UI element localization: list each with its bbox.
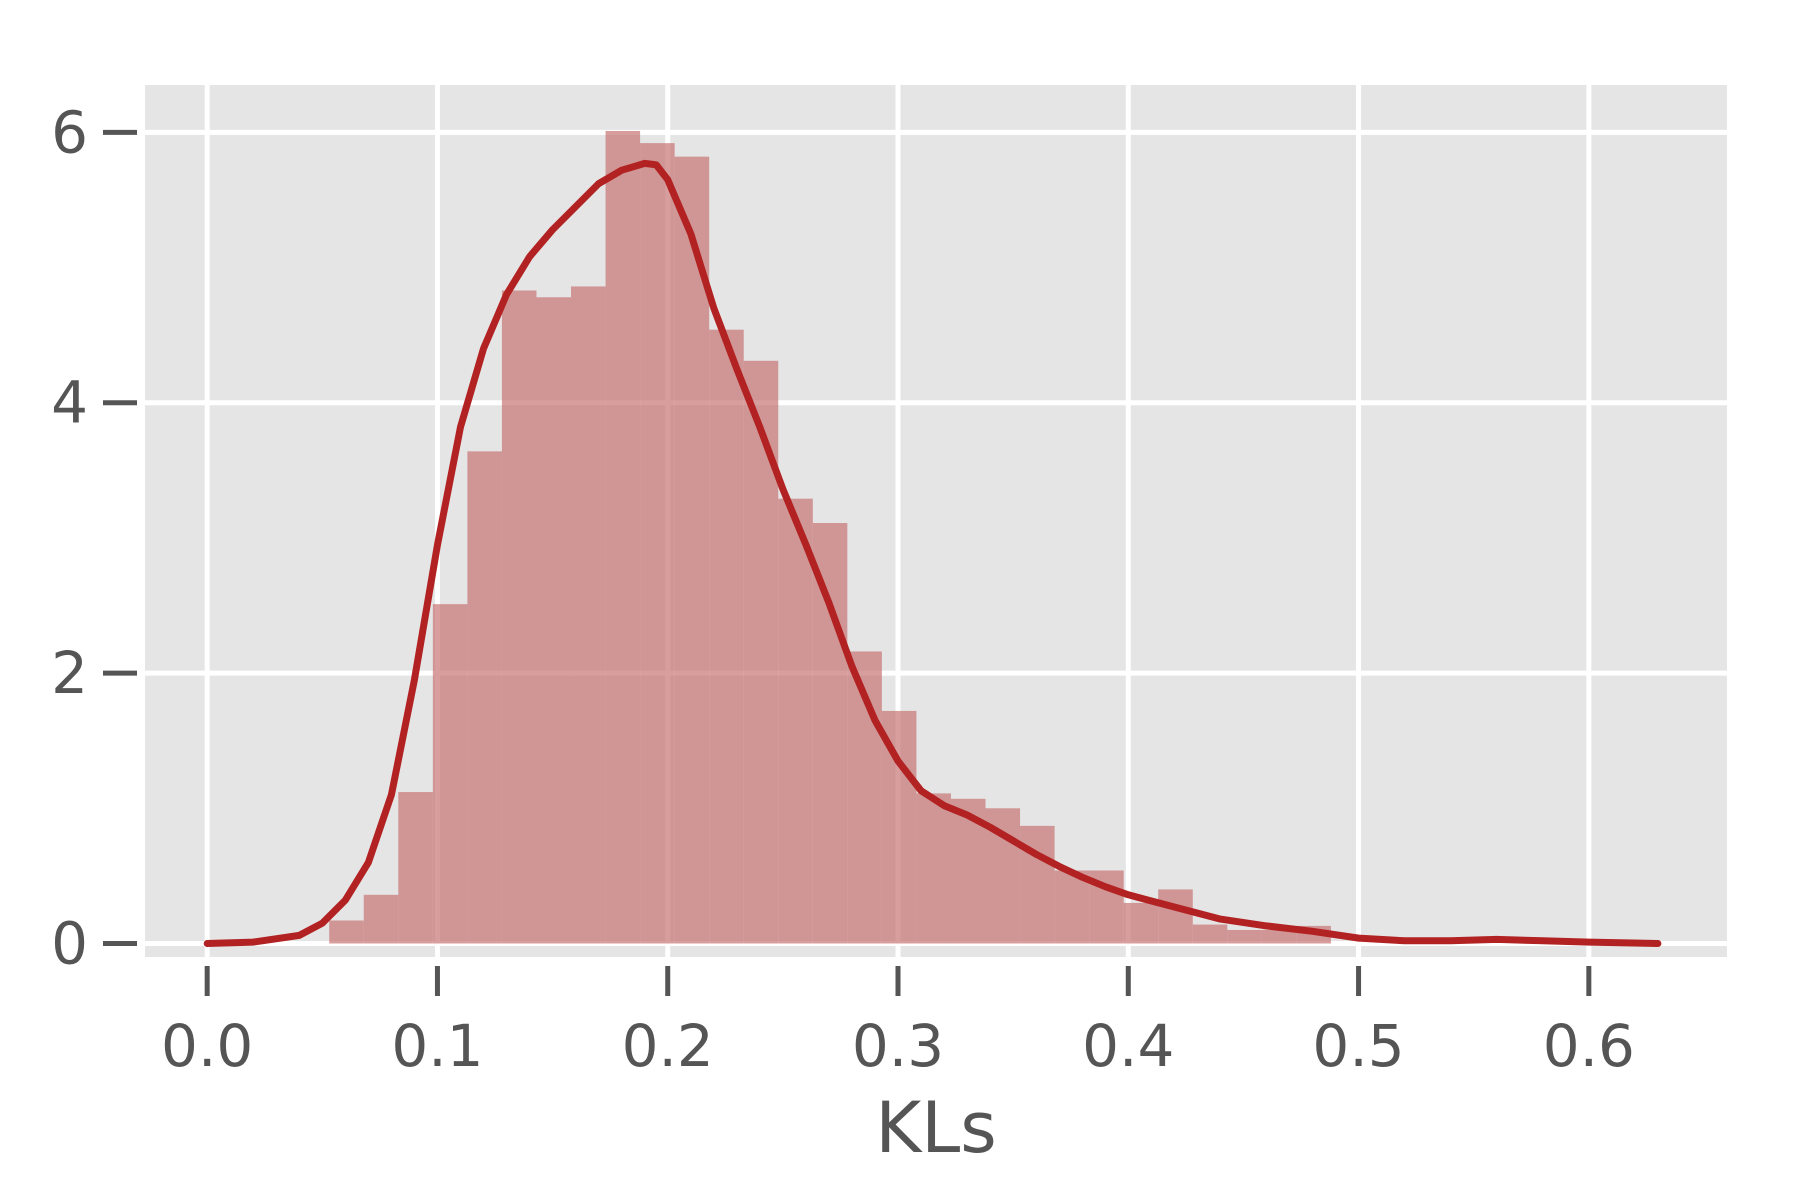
y-axis-ticks: 0 2 4 6	[51, 98, 137, 977]
histogram-bar	[812, 523, 848, 944]
histogram-bar	[329, 920, 364, 944]
y-tick-label: 4	[51, 369, 88, 437]
histogram-bar	[1054, 870, 1090, 944]
histogram-bar	[467, 451, 502, 944]
x-axis-ticks: 0.0 0.1 0.2 0.3 0.4 0.5 0.6	[161, 966, 1635, 1080]
histogram-bar	[778, 498, 813, 944]
histogram-bar	[1192, 924, 1228, 944]
x-tick-label: 0.2	[622, 1012, 714, 1080]
x-tick-label: 0.5	[1312, 1012, 1404, 1080]
y-tick-label: 2	[51, 639, 88, 707]
histogram-bar	[536, 297, 572, 944]
x-tick-label: 0.6	[1543, 1012, 1635, 1080]
x-tick-label: 0.3	[852, 1012, 944, 1080]
y-tick-label: 6	[51, 98, 88, 166]
x-tick-label: 0.1	[391, 1012, 483, 1080]
histogram-bar	[501, 290, 537, 944]
histogram-bar	[605, 130, 641, 944]
histogram-bar	[674, 156, 710, 944]
histogram-bar	[398, 792, 433, 944]
x-tick-label: 0.0	[161, 1012, 253, 1080]
histogram-bars	[329, 130, 1331, 944]
histogram-bar	[1123, 902, 1159, 944]
histogram-bar	[571, 286, 606, 944]
kde-curve	[203, 159, 1662, 947]
histogram-bar	[743, 360, 779, 944]
y-tick-label: 0	[51, 909, 88, 977]
histogram-bar	[640, 143, 675, 944]
histogram-bar	[432, 604, 468, 944]
histogram-bar	[1261, 929, 1297, 944]
x-tick-label: 0.4	[1082, 1012, 1174, 1080]
histogram-bar	[709, 329, 744, 944]
histogram-bar	[363, 894, 399, 944]
histogram-bar	[916, 793, 951, 944]
histogram-bar	[1227, 929, 1262, 944]
x-axis-label: KLs	[875, 1087, 996, 1169]
histogram-bar	[1020, 825, 1055, 944]
histogram-bar	[1158, 889, 1193, 944]
